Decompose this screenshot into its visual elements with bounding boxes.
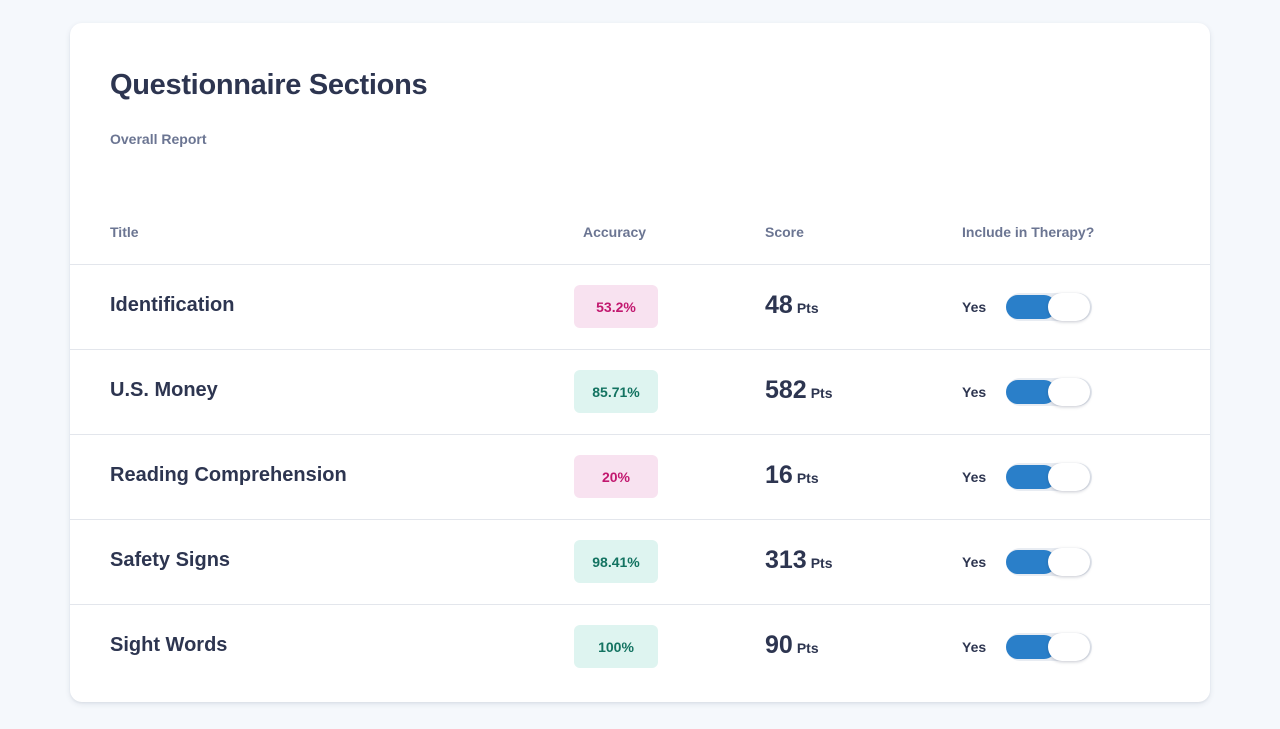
include-label: Yes — [962, 299, 987, 315]
table-row: Reading Comprehension 20% 16 Pts Yes — [70, 435, 1210, 520]
include-toggle[interactable] — [1006, 463, 1092, 491]
questionnaire-sections-card: Questionnaire Sections Overall Report Ti… — [70, 23, 1210, 702]
score: 16 Pts — [765, 461, 819, 490]
score-value: 16 — [765, 461, 793, 489]
score: 48 Pts — [765, 291, 819, 320]
include-toggle[interactable] — [1006, 293, 1092, 321]
score-unit: Pts — [810, 385, 833, 401]
table-row: Sight Words 100% 90 Pts Yes — [70, 605, 1210, 690]
score: 582 Pts — [765, 376, 833, 405]
score-unit: Pts — [796, 300, 819, 316]
section-title: Identification — [110, 294, 235, 316]
include-label: Yes — [962, 469, 987, 485]
table-row: Safety Signs 98.41% 313 Pts Yes — [70, 520, 1210, 605]
include-toggle[interactable] — [1006, 633, 1092, 661]
score-unit: Pts — [810, 555, 833, 571]
toggle-track-fill — [1006, 380, 1056, 404]
score-value: 313 — [765, 546, 807, 574]
toggle-track-fill — [1006, 635, 1056, 659]
toggle-knob[interactable] — [1048, 548, 1090, 576]
score-value: 90 — [765, 631, 793, 659]
score-value: 48 — [765, 291, 793, 319]
include-toggle[interactable] — [1006, 548, 1092, 576]
score-value: 582 — [765, 376, 807, 404]
accuracy-badge: 85.71% — [574, 370, 658, 413]
toggle-track-fill — [1006, 550, 1056, 574]
toggle-track-fill — [1006, 295, 1056, 319]
toggle-knob[interactable] — [1048, 293, 1090, 321]
accuracy-badge: 98.41% — [574, 540, 658, 583]
section-title: Safety Signs — [110, 549, 231, 571]
score: 313 Pts — [765, 546, 833, 575]
accuracy-badge: 100% — [574, 625, 658, 668]
section-title: Sight Words — [110, 634, 228, 656]
section-title: U.S. Money — [110, 379, 218, 401]
section-title: Reading Comprehension — [110, 464, 347, 486]
include-label: Yes — [962, 384, 987, 400]
include-label: Yes — [962, 639, 987, 655]
accuracy-badge: 20% — [574, 455, 658, 498]
column-header-accuracy[interactable]: Accuracy — [583, 224, 647, 240]
score-unit: Pts — [796, 640, 819, 656]
column-header-include[interactable]: Include in Therapy? — [962, 224, 1095, 240]
table-body: Identification 53.2% 48 Pts Yes U.S. Mon… — [70, 265, 1210, 690]
toggle-knob[interactable] — [1048, 463, 1090, 491]
include-label: Yes — [962, 554, 987, 570]
accuracy-badge: 53.2% — [574, 285, 658, 328]
table-row: U.S. Money 85.71% 582 Pts Yes — [70, 350, 1210, 435]
column-header-title[interactable]: Title — [110, 224, 139, 240]
include-toggle[interactable] — [1006, 378, 1092, 406]
score: 90 Pts — [765, 631, 819, 660]
table-row: Identification 53.2% 48 Pts Yes — [70, 265, 1210, 350]
card-subtitle: Overall Report — [110, 131, 207, 147]
page-title: Questionnaire Sections — [110, 69, 428, 101]
table-header: Title Accuracy Score Include in Therapy? — [70, 223, 1210, 265]
toggle-knob[interactable] — [1048, 378, 1090, 406]
toggle-knob[interactable] — [1048, 633, 1090, 661]
column-header-score[interactable]: Score — [765, 224, 804, 240]
toggle-track-fill — [1006, 465, 1056, 489]
score-unit: Pts — [796, 470, 819, 486]
